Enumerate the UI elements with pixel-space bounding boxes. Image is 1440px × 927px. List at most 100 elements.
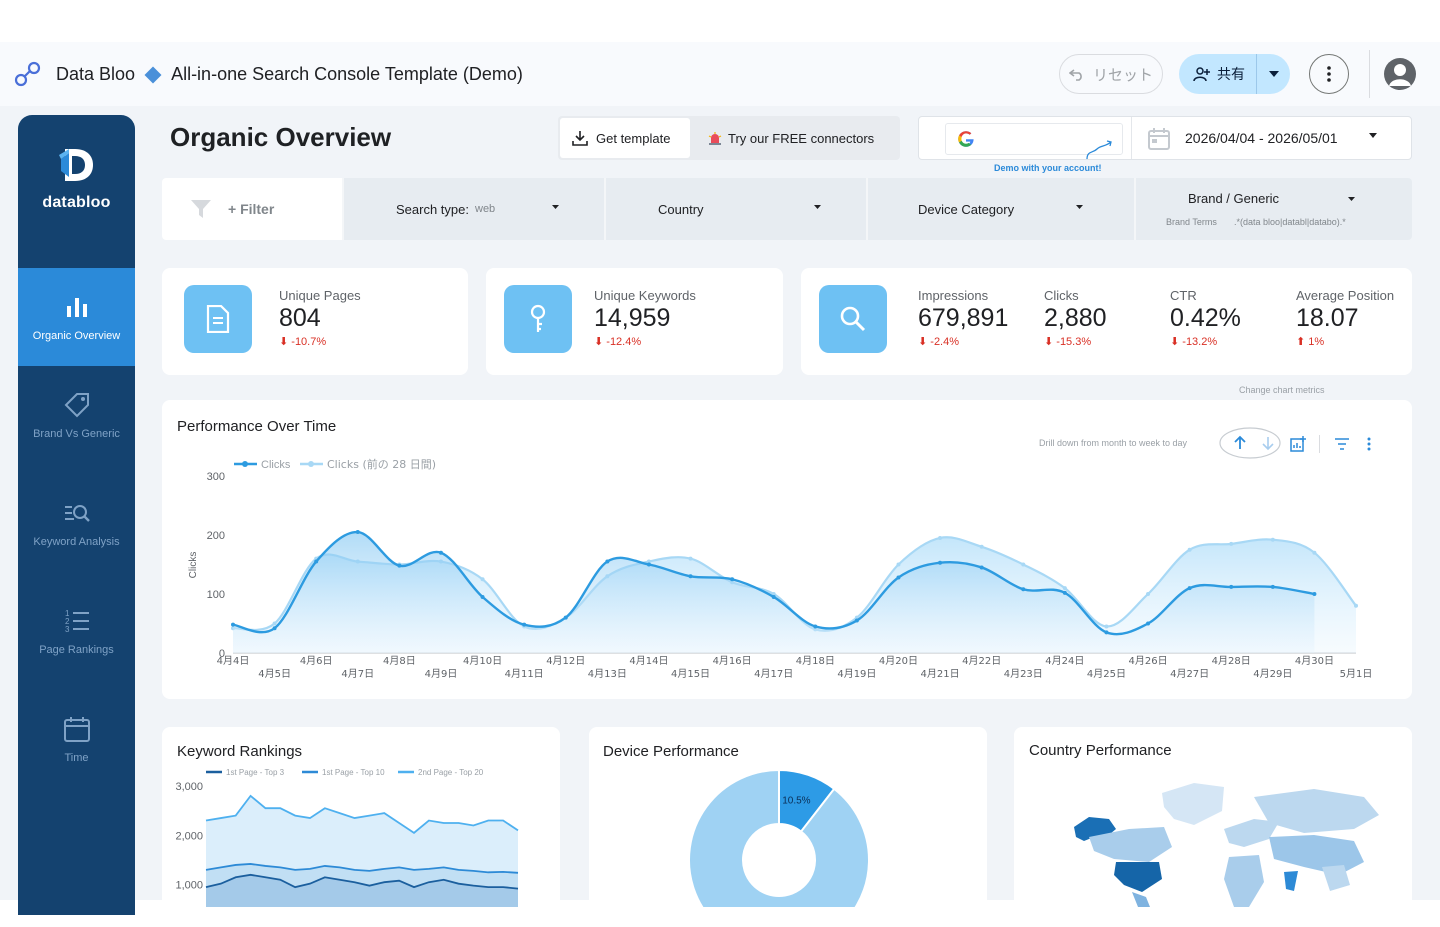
nav-brand-vs-generic[interactable]: Brand Vs Generic (18, 366, 135, 464)
divider (1369, 50, 1370, 98)
x-tick-label: 4月19日 (837, 668, 876, 680)
data-point (522, 622, 527, 627)
chart-title: Performance Over Time (177, 418, 337, 435)
filter-lines-icon[interactable] (1335, 438, 1349, 450)
search-type-filter[interactable]: Search type: web (342, 178, 604, 240)
avatar[interactable] (1384, 58, 1416, 90)
google-icon (958, 131, 974, 147)
caret-down-icon[interactable] (1369, 133, 1377, 138)
data-point (1146, 621, 1151, 626)
data-point (272, 626, 277, 631)
caret-down-icon (814, 205, 821, 209)
bar-chart-icon (66, 298, 87, 317)
x-tick-label: 4月16日 (713, 655, 752, 667)
data-point (979, 544, 984, 549)
slice-label: 10.5% (782, 795, 810, 806)
google-account-selector[interactable] (945, 123, 1123, 155)
map-region-russia (1254, 789, 1379, 833)
reset-button[interactable]: リセット (1059, 54, 1163, 94)
arrow-icon (1086, 140, 1112, 160)
vertical-dots-icon[interactable] (1367, 437, 1371, 451)
date-range-value[interactable]: 2026/04/04 - 2026/05/01 (1185, 130, 1338, 146)
account-icon (1389, 64, 1411, 86)
data-point (979, 565, 984, 570)
data-point (1062, 586, 1067, 591)
x-tick-label: 4月18日 (796, 655, 835, 667)
report-title[interactable]: All-in-one Search Console Template (Demo… (171, 64, 523, 84)
divider (1319, 435, 1320, 453)
drill-controls (1219, 427, 1281, 459)
data-point (1187, 547, 1192, 552)
map-region-greenland (1162, 783, 1224, 825)
add-person-icon (1193, 67, 1210, 82)
y-tick-label: 0 (219, 648, 225, 660)
data-point (1270, 584, 1275, 589)
get-template-button[interactable]: Get template (560, 118, 690, 158)
performance-line-chart[interactable]: 0 100 200 300 Clicks 4月4日 4月5日 4月6日 4月7日 4月8日 4月9日… (162, 400, 1412, 699)
data-point (605, 559, 610, 564)
x-tick-label: 4月6日 (300, 655, 333, 667)
share-main[interactable]: 共有 (1179, 54, 1257, 94)
y-tick-label: 1,000 (175, 880, 203, 892)
x-tick-label: 4月9日 (425, 668, 458, 680)
data-point (1021, 587, 1026, 592)
kpi-card-search-metrics: Impressions 679,891 ⬇ -2.4% Clicks 2,880… (801, 268, 1412, 375)
data-point (438, 550, 443, 555)
legend-marker (242, 461, 248, 467)
nav-organic-overview[interactable]: Organic Overview (18, 268, 135, 366)
top-strip (0, 0, 1440, 42)
x-tick-label: 4月5日 (258, 668, 291, 680)
data-point (688, 574, 693, 579)
kpi-delta: ⬇ -13.2% (1170, 336, 1218, 348)
keyword-rankings-chart[interactable]: Keyword Rankings 1st Page - Top 3 1st Page… (162, 727, 560, 907)
kpi-card-pages: Unique Pages 804 ⬇ -10.7% (162, 268, 468, 375)
country-filter[interactable]: Country (604, 178, 866, 240)
x-tick-label: 4月29日 (1253, 668, 1292, 680)
brand-generic-filter[interactable]: Brand / Generic Brand Terms .*(data bloo… (1134, 178, 1412, 240)
filter-bar: + Filter Search type: web Country Device… (162, 178, 1412, 240)
kpi-delta: ⬇ -12.4% (594, 336, 642, 348)
data-point (896, 562, 901, 567)
nav-time[interactable]: Time (18, 690, 135, 788)
share-button[interactable]: 共有 (1179, 54, 1290, 94)
tag-icon (64, 393, 89, 418)
kpi-delta: ⬇ -2.4% (918, 336, 960, 348)
svg-text:2: 2 (65, 617, 70, 626)
x-tick-label: 4月14日 (629, 655, 668, 667)
y-tick-label: 100 (207, 589, 225, 601)
free-connectors-link[interactable]: Try our FREE connectors (708, 118, 874, 158)
x-tick-label: 4月17日 (754, 668, 793, 680)
map-region-africa (1224, 855, 1264, 907)
device-category-filter[interactable]: Device Category (866, 178, 1134, 240)
calendar-icon[interactable] (1147, 127, 1171, 151)
series-line (205, 863, 519, 874)
country-map[interactable] (1054, 767, 1384, 907)
legend-label: 1st Page - Top 3 (226, 768, 285, 777)
data-point (563, 615, 568, 620)
series-line (205, 873, 519, 890)
data-point (813, 624, 818, 629)
add-filter-button[interactable]: + Filter (162, 178, 342, 240)
kpi-delta: ⬆ 1% (1296, 336, 1325, 348)
device-performance-card: Device Performance 10.5% (589, 727, 987, 927)
brand-name: Data Bloo (56, 64, 136, 84)
svg-text:3: 3 (65, 625, 70, 634)
more-options-button[interactable] (1309, 54, 1349, 94)
data-point (1229, 584, 1234, 589)
chart-metrics-icon[interactable] (1290, 436, 1306, 452)
kpi-card-keywords: Unique Keywords 14,959 ⬇ -12.4% (486, 268, 783, 375)
x-tick-label: 4月26日 (1128, 655, 1167, 667)
nav-keyword-analysis[interactable]: Keyword Analysis (18, 474, 135, 572)
map-region-se-asia (1322, 865, 1350, 891)
search-icon (819, 285, 887, 353)
y-axis-label: Clicks (188, 552, 199, 579)
diamond-icon (144, 66, 162, 83)
databloo-logo[interactable]: databloo (18, 145, 135, 212)
data-point (646, 559, 651, 564)
share-dropdown-caret[interactable] (1257, 71, 1290, 77)
data-point (854, 618, 859, 623)
svg-text:1: 1 (65, 609, 70, 618)
date-range-control: 2026/04/04 - 2026/05/01 (918, 116, 1412, 160)
device-performance-chart[interactable]: Device Performance 10.5% (589, 727, 987, 907)
